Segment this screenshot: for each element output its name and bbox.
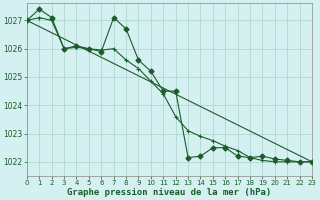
X-axis label: Graphe pression niveau de la mer (hPa): Graphe pression niveau de la mer (hPa)	[68, 188, 272, 197]
